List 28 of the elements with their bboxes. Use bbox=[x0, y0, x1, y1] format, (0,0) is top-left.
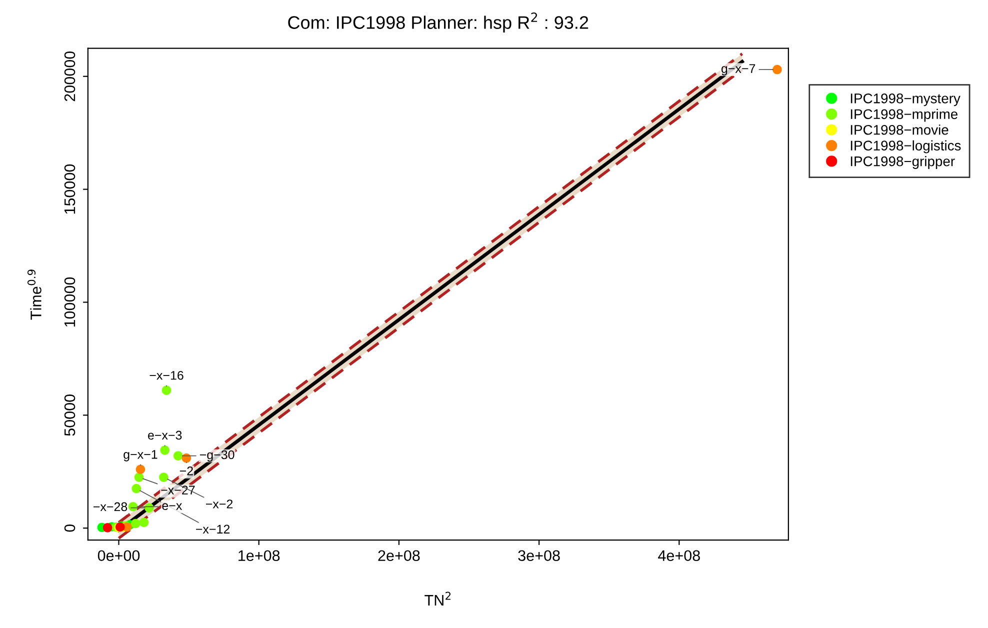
annotation: −x−28 bbox=[94, 502, 128, 512]
annotation: −x−12 bbox=[196, 524, 230, 534]
x-axis-title: TN$^{2}$ bbox=[424, 592, 451, 606]
y-tick-label: 50000 bbox=[64, 394, 76, 436]
x-tick-label: 2e+08 bbox=[378, 550, 420, 562]
x-tick-label: 3e+08 bbox=[518, 550, 560, 562]
legend-label: IPC1998−mystery bbox=[850, 94, 960, 106]
y-tick-label: 150000 bbox=[64, 164, 76, 214]
x-tick-label: 1e+08 bbox=[238, 550, 280, 562]
annotation: −g−30 bbox=[200, 450, 234, 462]
annotation: e−x−3 bbox=[148, 430, 182, 440]
y-tick-label: 0 bbox=[64, 524, 76, 532]
y-axis-title: Time$^{0.9}$ bbox=[27, 270, 42, 320]
annotation: g−x−7 bbox=[721, 64, 756, 76]
annotation: −x−2 bbox=[206, 500, 233, 508]
annotation: e−x bbox=[162, 503, 182, 510]
x-tick-label: 0e+00 bbox=[98, 550, 140, 562]
legend-label: IPC1998−movie bbox=[850, 124, 948, 135]
y-tick-label: 100000 bbox=[64, 277, 76, 327]
legend-label: IPC1998−mprime bbox=[850, 108, 958, 122]
legend-label: IPC1998−logistics bbox=[850, 140, 961, 154]
annotation: −2 bbox=[180, 466, 193, 476]
annotation: g−x−1 bbox=[124, 450, 158, 462]
legend-label: IPC1998−gripper bbox=[850, 156, 955, 169]
chart-title: Com: IPC1998 Planner: hsp R$^{2}$ : 93.2 bbox=[288, 12, 588, 33]
y-tick-label: 200000 bbox=[64, 51, 76, 102]
x-tick-label: 4e+08 bbox=[658, 550, 700, 562]
annotation: −x−16 bbox=[150, 370, 184, 380]
